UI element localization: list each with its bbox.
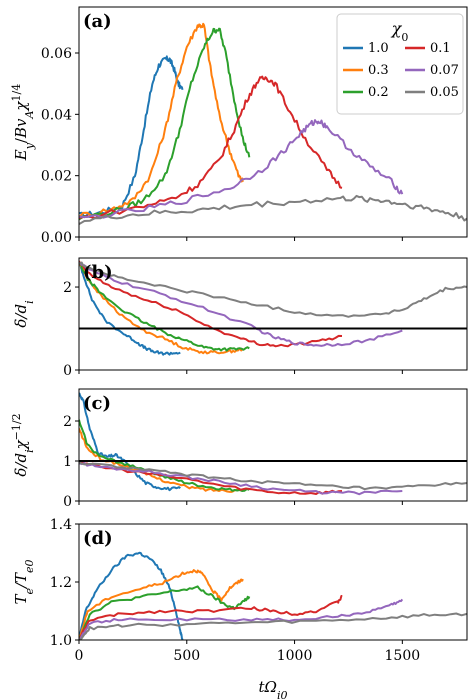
series-group-a	[79, 22, 467, 225]
panel-label-d: (d)	[83, 528, 113, 549]
legend-label-0_2: 0.2	[368, 85, 389, 100]
y-tick-label: 2	[63, 414, 72, 430]
legend: χ01.0 0.1 0.3 0.07 0.2 0.05	[336, 13, 464, 115]
legend-label-0_05: 0.05	[430, 85, 459, 100]
axes-frame-d	[78, 523, 468, 641]
series-line-d-0_2	[79, 585, 251, 640]
panels: 0.00 0.02 0.04 0.06 (a) 0 2 (b) 0 1 2 (c) 0 500 1000 15…	[10, 6, 468, 700]
axis-titles: Ey/BvAχ1/4 δ/di δ/diχ−1/2 Te/Te0 tΩi0	[10, 84, 288, 700]
series-line-b-1_0	[79, 261, 181, 356]
series-line-d-1_0	[79, 551, 184, 640]
series-line-c-1_0	[79, 392, 181, 492]
y-tick-label: 1	[63, 454, 72, 470]
series-group-c	[79, 392, 467, 496]
series-line-d-0_07	[79, 598, 404, 640]
y-tick-label: 1.4	[50, 517, 72, 533]
x-tick-label: 1000	[277, 648, 313, 664]
y-tick-label: 1.2	[50, 575, 72, 591]
y-tick-label: 0.06	[41, 46, 72, 62]
axes-frame-c	[78, 388, 468, 502]
y-tick-label: 0.00	[41, 230, 72, 246]
legend-label-0_07: 0.07	[430, 63, 459, 78]
panel-label-c: (c)	[83, 393, 111, 414]
series-line-a-0_1	[79, 75, 343, 220]
series-group-d	[79, 551, 467, 640]
series-line-a-0_05	[79, 194, 467, 225]
panel-c: 0 1 2 (c)	[63, 388, 468, 510]
series-group-b	[79, 260, 467, 356]
series-line-c-0_05	[79, 461, 467, 491]
axes-frame-b	[78, 257, 468, 371]
series-line-a-0_07	[79, 119, 404, 219]
panel-d: 0 500 1000 1500 1.0 1.2 1.4 (d)	[50, 517, 468, 664]
series-line-a-1_0	[79, 55, 184, 219]
legend-title: χ0	[391, 19, 409, 44]
legend-label-1_0: 1.0	[368, 41, 389, 56]
series-line-d-0_3	[79, 569, 244, 640]
y-axis-title-b: δ/di	[12, 300, 36, 327]
y-axis-title-d: Te/Te0	[12, 559, 36, 604]
x-tick-label: 1500	[385, 648, 421, 664]
panel-a: 0.00 0.02 0.04 0.06 (a)	[41, 6, 468, 246]
legend-label-0_1: 0.1	[430, 41, 451, 56]
panel-label-a: (a)	[83, 11, 112, 32]
axes-frame-a	[78, 6, 468, 238]
series-line-a-0_3	[79, 22, 244, 219]
series-line-c-0_07	[79, 462, 403, 496]
panel-b: 0 2 (b)	[63, 257, 468, 379]
y-tick-label: 0.04	[41, 107, 72, 123]
x-tick-label: 0	[75, 648, 84, 664]
series-line-b-0_1	[79, 260, 343, 348]
y-axis-title-c: δ/diχ−1/2	[10, 413, 36, 476]
panel-label-b: (b)	[83, 262, 113, 283]
series-line-b-0_05	[79, 261, 467, 318]
legend-label-0_3: 0.3	[368, 63, 389, 78]
y-tick-label: 0	[63, 363, 72, 379]
series-line-d-0_1	[79, 595, 343, 640]
series-line-b-0_3	[79, 261, 244, 355]
x-axis-title: tΩi0	[259, 678, 288, 700]
series-line-c-0_1	[79, 461, 343, 495]
x-tick-label: 500	[173, 648, 200, 664]
series-line-b-0_2	[79, 261, 250, 352]
series-line-a-0_2	[79, 27, 251, 221]
series-line-b-0_07	[79, 262, 403, 347]
y-tick-label: 0.02	[41, 169, 72, 185]
y-axis-title-a: Ey/BvAχ1/4	[10, 84, 36, 161]
legend-box	[336, 13, 464, 115]
series-line-c-0_3	[79, 428, 243, 493]
y-tick-label: 0	[63, 494, 72, 510]
series-line-d-0_05	[79, 612, 467, 640]
y-tick-label: 2	[63, 280, 72, 296]
y-tick-label: 1.0	[50, 633, 72, 649]
